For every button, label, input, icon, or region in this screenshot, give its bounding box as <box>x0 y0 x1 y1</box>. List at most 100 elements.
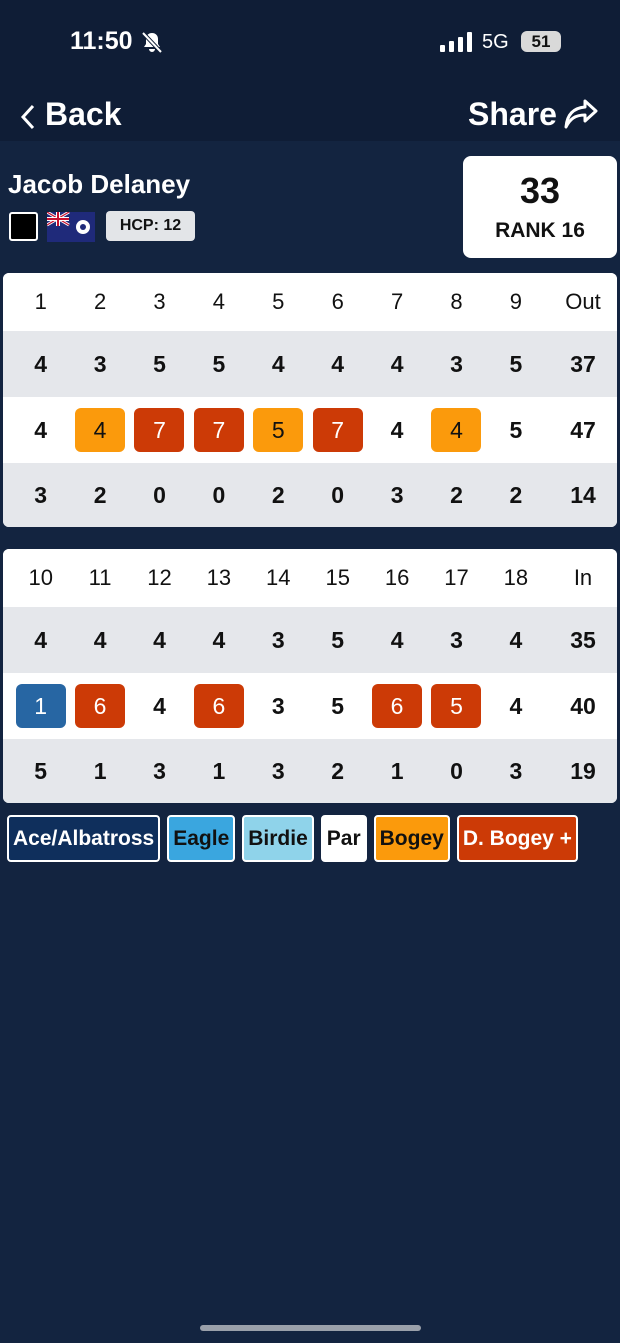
hole-number: 17 <box>444 565 469 590</box>
score-cell: 4 <box>486 673 545 739</box>
points: 3 <box>390 481 404 508</box>
score-cell: 6 <box>189 673 248 739</box>
score-cell: 6 <box>367 673 426 739</box>
par-row: 4 3 5 5 4 4 4 3 5 37 <box>3 331 617 397</box>
player-name: Jacob Delaney <box>8 169 191 199</box>
hole-number: 13 <box>206 565 232 590</box>
score: 1 <box>15 684 66 728</box>
hole-number: 10 <box>28 565 53 590</box>
share-icon[interactable] <box>563 98 599 130</box>
network: 5G <box>482 31 509 53</box>
par: 5 <box>153 350 166 377</box>
header <box>0 0 620 141</box>
score-cell: 5 <box>308 673 367 739</box>
hole-number-row: 1 2 3 4 5 6 7 8 9 Out <box>3 273 617 331</box>
par: 4 <box>212 626 226 653</box>
points-row: 3 2 0 0 2 0 3 2 2 14 <box>3 463 617 527</box>
legend-item[interactable]: Birdie <box>242 815 314 862</box>
score: 5 <box>253 408 304 452</box>
score-cell: 5 <box>249 397 308 463</box>
hole-number: 9 <box>509 289 522 314</box>
hole-number: Out <box>565 289 601 314</box>
back-chevron[interactable] <box>18 103 38 131</box>
back-button[interactable]: Back <box>45 96 122 132</box>
score-cell: 4 <box>130 673 189 739</box>
home-indicator <box>200 1325 421 1331</box>
total-score: 33 <box>519 170 561 211</box>
hole-number: 3 <box>153 289 166 314</box>
points: 2 <box>93 481 107 508</box>
score-row: 4 4 7 7 5 7 4 4 5 47 <box>3 397 617 463</box>
points: 14 <box>570 481 596 508</box>
hole-number: 8 <box>450 289 463 314</box>
mute-icon <box>141 31 163 54</box>
score: 4 <box>34 416 48 443</box>
score: 7 <box>193 408 244 452</box>
score: 7 <box>312 408 363 452</box>
par: 4 <box>34 626 48 653</box>
scorecard: 10 11 12 13 14 15 16 17 18 In 4 4 4 4 3 5 4 3 4 35 1 6 4 6 3 5 6 5 4… <box>3 549 617 803</box>
hole-number: 12 <box>147 565 172 590</box>
legend-item[interactable]: D. Bogey + <box>456 815 578 862</box>
score-cell: 4 <box>11 397 70 463</box>
score-cell: 5 <box>427 673 486 739</box>
score: 5 <box>509 416 523 443</box>
legend-item[interactable]: Bogey <box>373 815 450 862</box>
score: 6 <box>372 684 423 728</box>
legend-item[interactable]: Eagle <box>167 815 236 862</box>
par: 4 <box>271 350 285 377</box>
par: 4 <box>509 626 523 653</box>
par: 5 <box>212 350 226 377</box>
score-cell: 4 <box>367 397 426 463</box>
points: 3 <box>153 757 166 784</box>
score: 6 <box>75 684 126 728</box>
scorecard: 1 2 3 4 5 6 7 8 9 Out 4 3 5 5 4 4 4 3 5 37 4 4 7 7 5 7 4 4 5 47 3 2 0 0 2 0… <box>3 273 617 527</box>
points: 3 <box>509 757 523 784</box>
hole-number: 1 <box>34 289 47 314</box>
par: 4 <box>93 626 107 653</box>
rank: RANK 16 <box>495 219 585 242</box>
clock: 11:50 <box>70 27 133 55</box>
score-box: 33 RANK 16 <box>463 156 617 258</box>
par: 4 <box>34 350 48 377</box>
par: 5 <box>331 626 345 653</box>
score-cell: 7 <box>308 397 367 463</box>
par: 3 <box>271 626 285 653</box>
score: 4 <box>75 408 126 452</box>
points: 0 <box>331 481 345 508</box>
score: 4 <box>390 416 404 443</box>
points: 3 <box>271 757 285 784</box>
score-cell: 5 <box>486 397 545 463</box>
par: 4 <box>390 626 404 653</box>
points: 2 <box>331 757 345 784</box>
score: 4 <box>431 408 482 452</box>
battery: 51 <box>521 31 561 52</box>
par: 37 <box>570 350 596 377</box>
legend-item[interactable]: Ace/Albatross <box>7 815 161 862</box>
score: 5 <box>431 684 482 728</box>
score-cell: 1 <box>11 673 70 739</box>
points: 2 <box>271 481 285 508</box>
score: 7 <box>134 408 185 452</box>
par: 4 <box>153 626 166 653</box>
signal-icon <box>440 32 472 52</box>
score: 4 <box>153 692 166 719</box>
hole-number: 15 <box>325 565 350 590</box>
share-button[interactable]: Share <box>468 96 557 132</box>
score: 5 <box>331 692 345 719</box>
points: 19 <box>570 757 596 784</box>
hole-number: 4 <box>212 289 225 314</box>
score-cell: 7 <box>189 397 248 463</box>
points: 3 <box>34 481 48 508</box>
legend-item[interactable]: Par <box>320 815 367 862</box>
hole-number-row: 10 11 12 13 14 15 16 17 18 In <box>3 549 617 607</box>
flag <box>47 212 95 242</box>
score-cell: 3 <box>249 673 308 739</box>
hole-number: 16 <box>384 565 410 590</box>
hole-number: In <box>573 565 593 590</box>
par: 35 <box>570 626 596 653</box>
hole-number: 11 <box>88 565 112 590</box>
points-row: 5 1 3 1 3 2 1 0 3 19 <box>3 739 617 803</box>
color-swatch <box>9 212 38 241</box>
